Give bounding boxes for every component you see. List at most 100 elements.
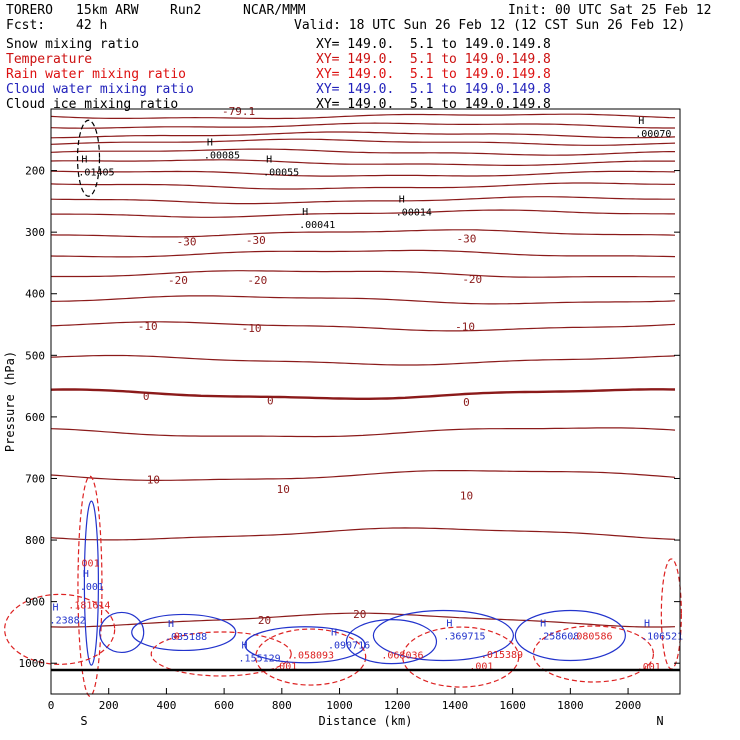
ice-max-value: .00055 [263, 168, 299, 179]
legend-xy-snow: XY= 149.0. 5.1 to 149.0.149.8 [316, 37, 551, 52]
isotherm-label: -79.1 [222, 105, 255, 118]
cloud-water-contour [83, 500, 99, 666]
isotherm-label: -30 [457, 232, 477, 245]
cloud-water-max-marker: H [644, 618, 650, 629]
rain-max-value: .080586 [570, 631, 612, 642]
isotherm-line [50, 527, 676, 541]
isotherm-line [50, 148, 675, 156]
plot-area [51, 109, 680, 694]
right-end-label: N [656, 714, 663, 728]
ice-max-value: .00014 [396, 208, 432, 219]
cloud-water-contour [345, 619, 438, 665]
x-tick-label: 1800 [557, 699, 584, 712]
cloud-water-contour [244, 626, 366, 664]
isotherm-line [50, 249, 676, 258]
cloud-water-max-marker: H [540, 618, 546, 629]
ice-max-marker: H [399, 195, 405, 206]
x-tick-label: 0 [48, 699, 55, 712]
x-tick-label: 600 [214, 699, 234, 712]
cloud-water-max-value: .369715 [443, 631, 485, 642]
org-label: NCAR/MMM [243, 3, 306, 18]
isotherm-line [50, 182, 676, 190]
legend-field-cloud-ice: Cloud ice mixing ratio [6, 97, 179, 112]
isotherm-line [50, 470, 676, 481]
isotherm-line [50, 170, 676, 177]
cloud-water-contour [131, 613, 237, 652]
isotherm-line [50, 388, 676, 400]
cloud-water-max-value: .23882 [50, 615, 86, 626]
forecast-hour: 42 h [76, 18, 108, 33]
x-tick-label: 800 [272, 699, 292, 712]
rain-max-value: .0 [168, 631, 180, 642]
isotherm-line [50, 113, 676, 120]
y-tick-label: 900 [25, 596, 45, 609]
run-label: Run2 [170, 3, 202, 18]
isotherm-line [50, 138, 676, 146]
isotherm-label: 0 [267, 394, 274, 407]
cloud-ice-contour [76, 119, 101, 197]
ice-max-marker: H [207, 137, 213, 148]
cloud-water-max-value: .258608 [537, 631, 579, 642]
legend-field-rain: Rain water mixing ratio [6, 67, 187, 82]
rain-max-value: .001 [76, 559, 100, 570]
isotherm-line [50, 612, 676, 628]
cloud-water-contour [372, 609, 515, 662]
isotherm-label: -10 [455, 320, 475, 333]
cloud-water-max-value: .090716 [328, 641, 370, 652]
isotherm-layer [50, 113, 676, 628]
cloud-water-max-marker: H [242, 641, 248, 652]
isotherm-line [50, 295, 676, 305]
legend-xy-rain: XY= 149.0. 5.1 to 149.0.149.8 [316, 67, 551, 82]
x-tick-label: 200 [99, 699, 119, 712]
valid-time: Valid: 18 UTC Sun 26 Feb 12 (12 CST Sun … [294, 18, 686, 33]
cloud-water-contour [99, 611, 145, 654]
isotherm-line [50, 427, 676, 438]
rain-max-value: .181614 [68, 601, 110, 612]
left-end-label: S [80, 714, 87, 728]
ice-max-marker: H [638, 116, 644, 127]
x-tick-label: 1200 [384, 699, 411, 712]
isotherm-line [51, 209, 675, 218]
init-time: Init: 00 UTC Sat 25 Feb 12 [508, 3, 712, 18]
y-tick-label: 700 [25, 472, 45, 485]
isotherm-line [50, 354, 676, 366]
y-tick-label: 200 [25, 165, 45, 178]
cloud-water-max-marker: H [53, 602, 59, 613]
isotherm-label: -20 [462, 273, 482, 286]
isotherm-label: -10 [138, 320, 158, 333]
isotherm-line [50, 122, 675, 129]
plot-frame [50, 108, 681, 695]
isotherm-line [50, 131, 676, 139]
legend-field-temperature: Temperature [6, 52, 93, 67]
isotherm-label: -30 [246, 234, 266, 247]
isotherm-label: -30 [177, 235, 197, 248]
isotherm-label: -20 [247, 274, 267, 287]
rain-max-value: .001 [637, 662, 661, 673]
rain-max-value: .058093 [292, 650, 334, 661]
cloud-water-max-marker: H [331, 628, 337, 639]
rain-contour [532, 625, 655, 683]
y-tick-label: 800 [25, 534, 45, 547]
isotherm-line [50, 229, 676, 238]
cloud-water-max-marker: H [83, 569, 89, 580]
cloud-water-max-value: .106521 [641, 631, 683, 642]
legend-field-cloud-water: Cloud water mixing ratio [6, 82, 194, 97]
legend-xy-temperature: XY= 149.0. 5.1 to 149.0.149.8 [316, 52, 551, 67]
forecast-label: Fcst: [6, 18, 46, 33]
legend-xy-cloud-water: XY= 149.0. 5.1 to 149.0.149.8 [316, 82, 551, 97]
rain-max-value: .001 [273, 662, 297, 673]
ice-max-value: .00041 [299, 220, 335, 231]
isotherm-label: 20 [353, 608, 366, 621]
y-tick-label: 600 [25, 411, 45, 424]
ice-max-marker: H [81, 155, 87, 166]
x-tick-label: 1000 [326, 699, 353, 712]
isotherm-label: -10 [242, 322, 262, 335]
isotherm-label: 10 [277, 483, 290, 496]
contour-label-layer: -79.1 -30 -30 -30 -20 -20 -20 -10 -10 -10 0 0 0 10 10 1… [50, 105, 684, 673]
y-tick-label: 500 [25, 349, 45, 362]
cloud-water-max-value: .035188 [165, 632, 207, 643]
ice-max-value: .00070 [635, 129, 671, 140]
ice-max-value: .00085 [204, 150, 240, 161]
